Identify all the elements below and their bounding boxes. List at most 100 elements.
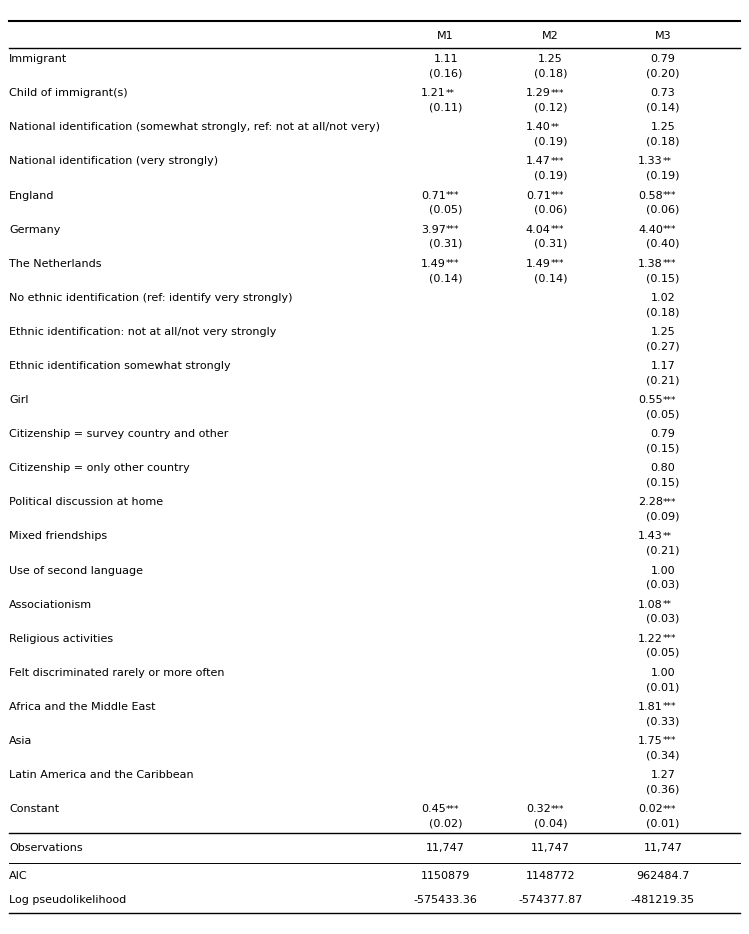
Text: ***: ***: [663, 804, 676, 814]
Text: 1.08: 1.08: [638, 600, 663, 610]
Text: **: **: [663, 157, 672, 166]
Text: (0.05): (0.05): [646, 409, 679, 419]
Text: (0.34): (0.34): [646, 750, 679, 760]
Text: 0.80: 0.80: [650, 463, 676, 474]
Text: ***: ***: [663, 260, 676, 268]
Text: England: England: [9, 191, 55, 201]
Text: Girl: Girl: [9, 395, 28, 405]
Text: Ethnic identification somewhat strongly: Ethnic identification somewhat strongly: [9, 361, 231, 371]
Text: -574377.87: -574377.87: [518, 895, 583, 905]
Text: ***: ***: [663, 191, 676, 200]
Text: Africa and the Middle East: Africa and the Middle East: [9, 701, 156, 712]
Text: No ethnic identification (ref: identify very strongly): No ethnic identification (ref: identify …: [9, 292, 293, 303]
Text: (0.15): (0.15): [646, 477, 679, 488]
Text: Citizenship = only other country: Citizenship = only other country: [9, 463, 189, 474]
Text: (0.02): (0.02): [429, 818, 462, 828]
Text: ***: ***: [551, 191, 564, 200]
Text: (0.04): (0.04): [534, 818, 567, 828]
Text: 0.79: 0.79: [650, 54, 676, 64]
Text: The Netherlands: The Netherlands: [9, 259, 101, 269]
Text: (0.14): (0.14): [534, 273, 567, 283]
Text: (0.06): (0.06): [534, 205, 567, 215]
Text: (0.21): (0.21): [646, 375, 679, 386]
Text: 1.00: 1.00: [651, 565, 675, 575]
Text: (0.05): (0.05): [646, 648, 679, 658]
Text: (0.18): (0.18): [534, 68, 567, 78]
Text: 1.49: 1.49: [421, 259, 446, 269]
Text: (0.21): (0.21): [646, 545, 679, 556]
Text: ***: ***: [446, 225, 459, 234]
Text: ***: ***: [551, 804, 564, 814]
Text: 1.11: 1.11: [434, 54, 458, 64]
Text: **: **: [663, 532, 672, 541]
Text: (0.15): (0.15): [646, 273, 679, 283]
Text: M3: M3: [655, 31, 671, 41]
Text: Latin America and the Caribbean: Latin America and the Caribbean: [9, 770, 193, 780]
Text: 0.55: 0.55: [638, 395, 663, 405]
Text: (0.19): (0.19): [534, 136, 567, 147]
Text: ***: ***: [551, 260, 564, 268]
Text: (0.03): (0.03): [646, 580, 679, 589]
Text: ***: ***: [551, 89, 564, 98]
Text: Immigrant: Immigrant: [9, 54, 67, 64]
Text: Germany: Germany: [9, 224, 61, 234]
Text: M2: M2: [542, 31, 559, 41]
Text: 0.02: 0.02: [638, 804, 663, 814]
Text: (0.01): (0.01): [646, 818, 679, 828]
Text: (0.18): (0.18): [646, 136, 679, 147]
Text: Religious activities: Religious activities: [9, 633, 113, 644]
Text: 11,747: 11,747: [531, 843, 570, 853]
Text: (0.11): (0.11): [429, 103, 462, 113]
Text: 0.79: 0.79: [650, 429, 676, 439]
Text: 1.27: 1.27: [650, 770, 676, 780]
Text: 1.81: 1.81: [638, 701, 663, 712]
Text: ***: ***: [663, 634, 676, 644]
Text: **: **: [446, 89, 455, 98]
Text: Observations: Observations: [9, 843, 82, 853]
Text: 2.28: 2.28: [638, 497, 663, 507]
Text: 1.02: 1.02: [650, 292, 676, 303]
Text: (0.06): (0.06): [646, 205, 679, 215]
Text: 3.97: 3.97: [421, 224, 446, 234]
Text: -481219.35: -481219.35: [631, 895, 695, 905]
Text: 1.43: 1.43: [638, 531, 663, 542]
Text: (0.40): (0.40): [646, 239, 679, 249]
Text: 0.45: 0.45: [421, 804, 446, 814]
Text: 1.25: 1.25: [650, 122, 676, 133]
Text: 1.22: 1.22: [638, 633, 663, 644]
Text: ***: ***: [663, 396, 676, 404]
Text: 1.00: 1.00: [651, 668, 675, 678]
Text: 4.40: 4.40: [638, 224, 663, 234]
Text: 0.71: 0.71: [421, 191, 446, 201]
Text: ***: ***: [446, 191, 459, 200]
Text: Child of immigrant(s): Child of immigrant(s): [9, 89, 127, 98]
Text: 11,747: 11,747: [426, 843, 465, 853]
Text: (0.09): (0.09): [646, 512, 679, 522]
Text: ***: ***: [663, 702, 676, 712]
Text: Mixed friendships: Mixed friendships: [9, 531, 107, 542]
Text: 4.04: 4.04: [526, 224, 551, 234]
Text: 1.33: 1.33: [638, 157, 663, 166]
Text: AIC: AIC: [9, 870, 28, 881]
Text: M1: M1: [437, 31, 454, 41]
Text: 11,747: 11,747: [643, 843, 682, 853]
Text: 0.71: 0.71: [526, 191, 551, 201]
Text: ***: ***: [663, 736, 676, 745]
Text: (0.31): (0.31): [534, 239, 567, 249]
Text: 1.75: 1.75: [638, 736, 663, 746]
Text: 1.49: 1.49: [526, 259, 551, 269]
Text: ***: ***: [551, 157, 564, 166]
Text: (0.05): (0.05): [429, 205, 462, 215]
Text: Political discussion at home: Political discussion at home: [9, 497, 163, 507]
Text: (0.12): (0.12): [534, 103, 567, 113]
Text: Associationism: Associationism: [9, 600, 92, 610]
Text: 1.25: 1.25: [650, 327, 676, 337]
Text: (0.03): (0.03): [646, 614, 679, 624]
Text: Citizenship = survey country and other: Citizenship = survey country and other: [9, 429, 228, 439]
Text: (0.27): (0.27): [646, 341, 679, 351]
Text: 1148772: 1148772: [526, 870, 575, 881]
Text: -575433.36: -575433.36: [413, 895, 478, 905]
Text: Constant: Constant: [9, 804, 59, 814]
Text: (0.01): (0.01): [646, 682, 679, 692]
Text: (0.33): (0.33): [646, 716, 679, 726]
